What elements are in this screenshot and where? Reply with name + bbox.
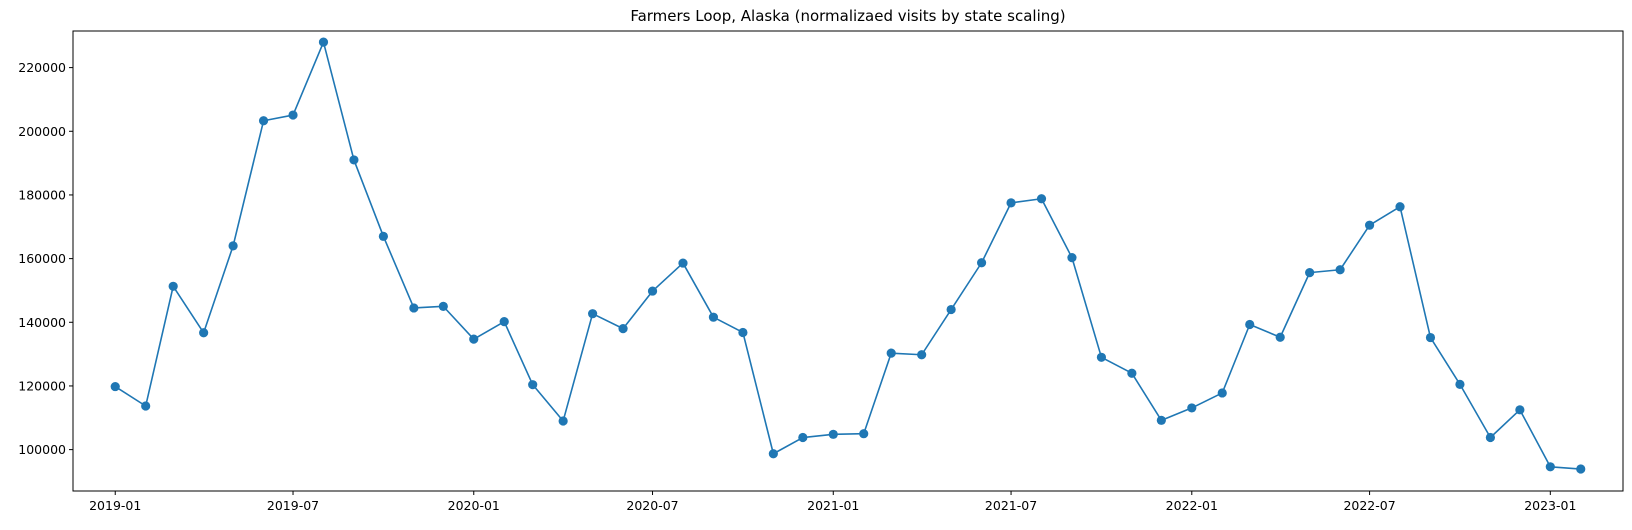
x-tick-label: 2022-01 xyxy=(1166,498,1218,513)
x-tick-label: 2021-01 xyxy=(807,498,859,513)
x-tick-label: 2019-07 xyxy=(267,498,319,513)
x-axis: 2019-01 2019-07 2020-01 2020-07 2021-01 2021-… xyxy=(89,491,1576,513)
y-tick-label: 120000 xyxy=(18,378,66,393)
data-point xyxy=(1485,432,1495,443)
data-point xyxy=(917,350,927,360)
y-tick-label: 200000 xyxy=(18,124,66,139)
y-tick-label: 180000 xyxy=(18,187,66,202)
x-tick-label: 2021-07 xyxy=(985,498,1037,513)
data-point xyxy=(1425,332,1436,343)
data-point xyxy=(528,380,538,390)
data-point xyxy=(828,429,838,439)
x-tick-label: 2022-07 xyxy=(1343,498,1395,513)
y-tick-label: 140000 xyxy=(18,315,66,330)
data-point xyxy=(1036,194,1047,204)
data-point xyxy=(1395,202,1405,212)
data-point xyxy=(859,429,869,439)
x-tick-label: 2020-07 xyxy=(626,498,678,513)
data-point xyxy=(1127,368,1137,378)
data-point xyxy=(1217,388,1227,398)
axes-border xyxy=(72,30,1624,492)
data-point xyxy=(976,258,987,268)
data-point xyxy=(349,155,359,165)
axes-frame xyxy=(72,30,1624,492)
data-point xyxy=(1156,415,1166,425)
data-point xyxy=(647,286,658,296)
data-point xyxy=(798,432,808,443)
y-tick-label: 160000 xyxy=(18,251,66,266)
data-point xyxy=(1545,462,1555,472)
data-point xyxy=(678,258,688,268)
data-point xyxy=(288,110,298,120)
data-point xyxy=(1187,403,1197,413)
data-point xyxy=(768,449,778,459)
data-point xyxy=(1245,319,1255,330)
data-point xyxy=(618,324,628,334)
x-tick-label: 2020-01 xyxy=(448,498,500,513)
data-point xyxy=(1335,265,1345,275)
data-point xyxy=(1364,220,1375,230)
data-point xyxy=(438,301,448,311)
x-tick-label: 2023-01 xyxy=(1524,498,1576,513)
data-point xyxy=(378,231,388,241)
data-point xyxy=(946,304,956,315)
data-point xyxy=(1305,268,1315,278)
data-point xyxy=(558,416,568,426)
data-point xyxy=(168,281,178,291)
data-point xyxy=(228,241,238,251)
x-tick-label: 2019-01 xyxy=(89,498,141,513)
data-point xyxy=(1515,405,1525,415)
chart-title: Farmers Loop, Alaska (normalizaed visits… xyxy=(630,7,1065,25)
y-tick-label: 100000 xyxy=(18,442,66,457)
data-point xyxy=(258,116,269,126)
data-point xyxy=(708,312,719,322)
data-point xyxy=(1275,332,1285,342)
data-point xyxy=(199,328,209,338)
y-axis: 100000 120000 140000 160000 180000 200000 2200… xyxy=(18,60,73,457)
data-point xyxy=(886,348,896,358)
data-point xyxy=(141,401,151,411)
data-point xyxy=(110,381,120,392)
data-point xyxy=(1006,198,1016,208)
data-point xyxy=(588,309,598,319)
data-point xyxy=(469,334,479,344)
data-point xyxy=(499,317,509,327)
data-point xyxy=(1455,379,1465,389)
data-point xyxy=(1067,253,1077,263)
data-point xyxy=(409,303,419,313)
y-tick-label: 220000 xyxy=(18,60,66,75)
data-point xyxy=(1096,352,1107,362)
plot-area xyxy=(110,37,1586,474)
data-point xyxy=(1576,464,1586,474)
series-line xyxy=(114,41,1581,470)
data-point xyxy=(738,327,748,338)
data-point xyxy=(318,37,329,47)
